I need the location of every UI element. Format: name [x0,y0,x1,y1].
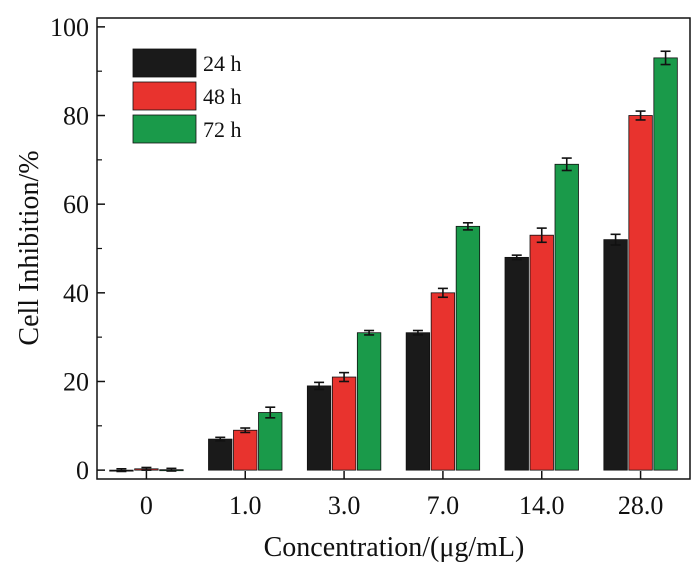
bar [405,332,431,471]
x-tick-label: 1.0 [229,491,262,520]
y-axis-title: Cell Inhibition/% [14,150,45,345]
bar [430,292,456,471]
bar [208,438,233,471]
legend-swatch [132,81,197,111]
bar [356,332,382,471]
error-bar [412,329,423,336]
y-tick-label: 20 [63,367,89,396]
error-bar [339,371,350,383]
error-bar [314,381,325,391]
error-bar [511,254,522,261]
y-tick-label: 80 [63,102,89,131]
x-tick-label: 0 [140,491,153,520]
x-tick-label: 7.0 [427,491,460,520]
bar [554,163,579,471]
x-axis-title: Concentration/(μg/mL) [264,532,525,563]
error-bar [462,221,473,231]
error-bar [116,468,127,473]
error-bar [215,436,226,442]
error-bar [660,50,671,66]
bar [653,57,678,471]
error-bar [610,233,621,246]
error-bar [166,467,177,472]
x-tick-label: 3.0 [328,491,361,520]
legend-label: 48 h [203,84,242,109]
bar [628,115,653,471]
y-tick-label: 0 [76,456,89,485]
bar [306,385,332,471]
bar [603,239,628,471]
axes: 0 20 40 60 80 100 0 1.0 3.0 7.0 14.0 28.0 [50,13,663,520]
error-bar [635,110,646,121]
bar [258,412,283,471]
error-bar [240,427,251,434]
error-bar [561,157,572,172]
error-bar [364,329,375,336]
bar [455,225,481,471]
legend-swatch [132,48,197,78]
bar [331,376,357,471]
error-bar [437,287,448,299]
bar [529,234,554,471]
legend-label: 24 h [203,51,242,76]
y-tick-label: 100 [50,13,89,42]
legend-swatch [132,114,197,144]
x-tick-label: 28.0 [618,491,664,520]
error-bar [265,406,276,419]
legend-label: 72 h [203,117,242,142]
bars [109,50,678,473]
bar [233,429,258,471]
y-tick-label: 40 [63,279,89,308]
y-tick-label: 60 [63,190,89,219]
error-bar [141,466,152,471]
x-tick-label: 14.0 [519,491,565,520]
error-bar [536,227,547,244]
legend: 24 h 48 h 72 h [132,48,242,144]
bar [504,256,529,471]
